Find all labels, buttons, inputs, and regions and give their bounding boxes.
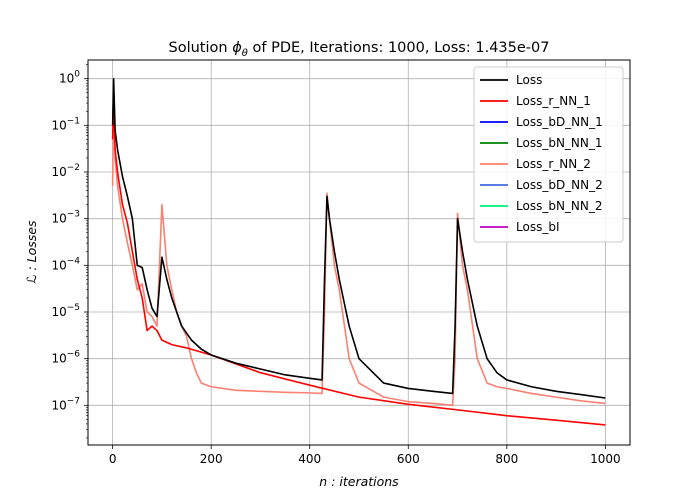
x-tick-label: 400	[298, 452, 321, 466]
y-tick-label: 10−2	[51, 163, 80, 179]
legend-label: Loss_bN_NN_2	[516, 199, 603, 213]
series-line-loss-r-nn-1	[111, 91, 606, 426]
legend-box	[473, 66, 624, 243]
y-tick-label: 10−1	[51, 116, 80, 132]
x-tick-label: 0	[109, 452, 117, 466]
y-tick-label: 100	[59, 70, 80, 86]
axis-ticks: 0 200 400 600 800 1000 100 10−1 10−2 10−3 10−4 10−5…	[51, 64, 621, 466]
y-tick-label: 10−7	[51, 396, 80, 412]
legend-label: Loss	[516, 73, 542, 87]
series-lines	[111, 77, 606, 426]
legend-label: Loss_bD_NN_1	[516, 115, 603, 129]
legend-label: Loss_bN_NN_1	[516, 136, 603, 150]
x-axis-label: n : iterations	[319, 474, 399, 489]
legend-label: Loss_bD_NN_2	[516, 178, 603, 192]
y-axis-label: ℒ : Losses	[24, 220, 39, 283]
plot-frame	[87, 59, 631, 446]
y-tick-label: 10−3	[51, 210, 80, 226]
legend-label: Loss_r_NN_1	[516, 94, 591, 108]
legend: Loss Loss_r_NN_1 Loss_bD_NN_1 Loss_bN_NN_1 L…	[473, 66, 624, 243]
legend-label: Loss_r_NN_2	[516, 157, 591, 171]
x-tick-label: 1000	[590, 452, 621, 466]
legend-label: Loss_bI	[516, 220, 559, 234]
x-tick-label: 200	[200, 452, 223, 466]
y-tick-label: 10−6	[51, 350, 80, 366]
y-tick-label: 10−5	[51, 303, 80, 319]
series-line-loss-r-nn-2	[111, 88, 606, 407]
series-line-loss	[111, 77, 606, 399]
y-tick-label: 10−4	[51, 256, 80, 272]
x-tick-label: 800	[495, 452, 518, 466]
x-tick-label: 600	[397, 452, 420, 466]
chart-title: Solution ϕθ of PDE, Iterations: 1000, Lo…	[169, 40, 550, 59]
